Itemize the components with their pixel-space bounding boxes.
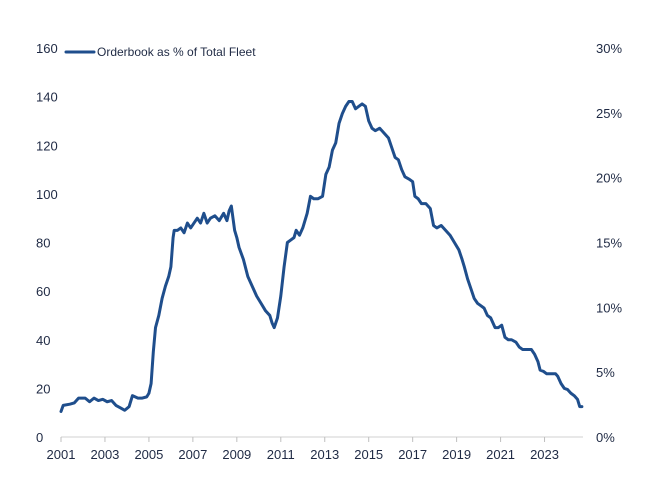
y2-tick-label: 30% [596,41,622,56]
y-tick-label: 120 [36,138,58,153]
y-tick-label: 40 [36,333,50,348]
x-tick-label: 2009 [222,447,251,462]
y2-tick-label: 25% [596,106,622,121]
x-tick-label: 2023 [530,447,559,462]
x-tick-label: 2013 [310,447,339,462]
x-tick-label: 2019 [442,447,471,462]
y-tick-label: 0 [36,430,43,445]
y-tick-label: 60 [36,284,50,299]
x-tick-label: 2005 [134,447,163,462]
x-tick-label: 2017 [398,447,427,462]
x-tick-label: 2015 [354,447,383,462]
x-tick-label: 2001 [47,447,76,462]
y-axis-left: 0 20 40 60 80 100 120 140 160 [36,41,58,445]
legend-label-orderbook: Orderbook as % of Total Fleet [97,45,256,59]
x-tick-label: 2011 [267,447,295,462]
y2-tick-label: 15% [596,236,622,251]
y-axis-right: 0% 5% 10% 15% 20% 25% 30% [596,41,622,445]
y-tick-label: 100 [36,187,58,202]
y-tick-label: 140 [36,90,58,105]
series-layer [59,99,584,413]
y2-tick-label: 20% [596,171,622,186]
x-tick-label: 2021 [486,447,515,462]
y2-tick-label: 10% [596,300,622,315]
y2-tick-label: 0% [596,430,615,445]
y-tick-label: 80 [36,236,50,251]
y2-tick-label: 5% [596,365,615,380]
x-axis: 2001 2003 2005 2007 2009 2011 2013 2015 2017 2019… [47,436,583,462]
y-tick-label: 20 [36,381,50,396]
y-tick-label: 160 [36,41,58,56]
legend: Orderbook as % of Total Fleet [64,45,256,59]
x-tick-label: 2007 [178,447,207,462]
series-line-orderbook [59,99,584,413]
x-tick-label: 2003 [90,447,119,462]
